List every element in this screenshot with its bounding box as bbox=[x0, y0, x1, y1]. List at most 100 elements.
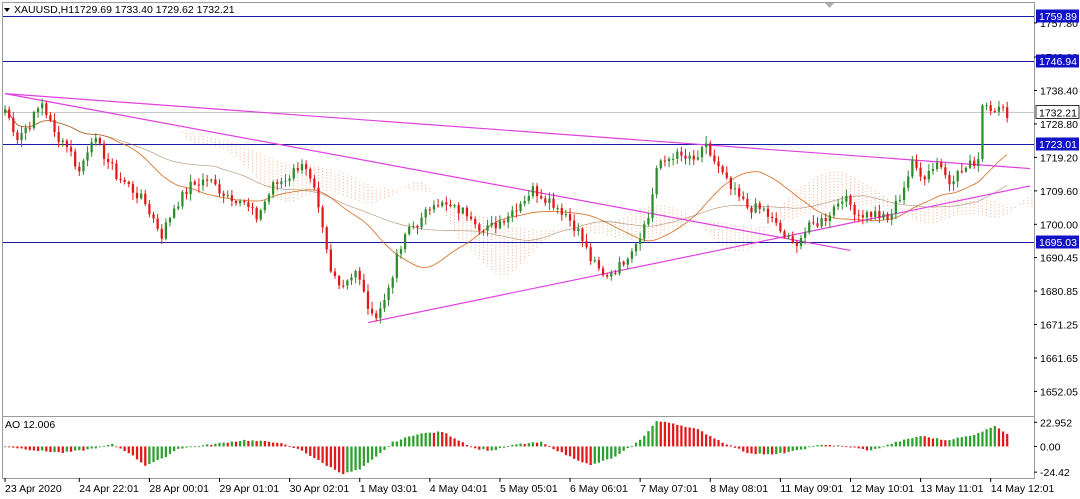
candle-body bbox=[507, 216, 510, 223]
ao-bar bbox=[461, 442, 464, 447]
ao-bar bbox=[313, 446, 316, 459]
ao-bar bbox=[865, 446, 869, 451]
candle-body bbox=[820, 217, 823, 227]
ao-bar bbox=[144, 446, 147, 466]
candle-body bbox=[746, 198, 749, 208]
dropdown-triangle-icon[interactable] bbox=[4, 8, 10, 12]
ao-bar bbox=[424, 432, 427, 447]
ao-bar bbox=[292, 446, 295, 448]
ao-bar bbox=[548, 446, 551, 447]
trendlines[interactable] bbox=[4, 93, 1031, 324]
candle-body bbox=[185, 191, 188, 195]
ao-bar bbox=[845, 446, 848, 448]
symbol-label: XAUUSD,H1 bbox=[14, 4, 74, 16]
ao-bar bbox=[828, 445, 831, 447]
ao-bar bbox=[523, 443, 526, 447]
candle-body bbox=[651, 194, 654, 219]
candle-body bbox=[770, 216, 774, 219]
candle-body bbox=[82, 160, 85, 172]
hline-price-label: 1695.03 bbox=[1039, 237, 1077, 249]
hline-price-box bbox=[1036, 54, 1079, 68]
y-tick-label: 1652.05 bbox=[1040, 386, 1078, 398]
ao-bar bbox=[469, 446, 473, 448]
candle-body bbox=[935, 162, 939, 170]
ao-bar bbox=[478, 446, 481, 450]
candle-body bbox=[337, 275, 341, 286]
ao-bar bbox=[230, 441, 234, 447]
candle-body bbox=[424, 209, 427, 218]
ao-bar bbox=[556, 446, 559, 452]
candle-body bbox=[639, 238, 642, 244]
ao-bar bbox=[420, 433, 423, 447]
ao-bar bbox=[622, 446, 625, 451]
ao-bar bbox=[214, 443, 217, 447]
candle-body bbox=[680, 151, 683, 156]
horizontal-lines[interactable] bbox=[3, 16, 1034, 243]
ao-y-tick-label: -24.42 bbox=[1040, 467, 1070, 479]
candle-body bbox=[486, 225, 489, 231]
ao-bar bbox=[111, 443, 114, 447]
candle-body bbox=[267, 194, 271, 202]
candle-body bbox=[304, 164, 308, 170]
candle-body bbox=[164, 222, 168, 239]
candle-body bbox=[65, 140, 69, 148]
ao-bar bbox=[931, 438, 935, 447]
ao-bar bbox=[597, 446, 601, 463]
ao-bar bbox=[985, 429, 988, 447]
candle-body bbox=[556, 207, 559, 209]
candle-body bbox=[86, 152, 89, 161]
ao-bar bbox=[259, 440, 262, 447]
ao-bar bbox=[898, 441, 902, 447]
ao-y-tick-label: 22.952 bbox=[1040, 417, 1072, 429]
ao-bar bbox=[321, 446, 324, 463]
ao-bar bbox=[263, 440, 267, 447]
candle-body bbox=[577, 228, 580, 231]
ao-bar bbox=[993, 426, 996, 447]
candle-body bbox=[12, 117, 15, 133]
candle-body bbox=[107, 158, 110, 163]
ao-bar bbox=[333, 446, 337, 470]
ao-bar bbox=[498, 446, 502, 448]
ao-bar bbox=[511, 444, 514, 447]
candle-body bbox=[366, 291, 370, 309]
candle-body bbox=[795, 242, 799, 246]
ao-bar bbox=[61, 446, 64, 454]
x-tick-label: 30 Apr 02:01 bbox=[290, 483, 350, 494]
ao-bar bbox=[243, 439, 246, 447]
ao-bar bbox=[94, 446, 97, 449]
candle-body bbox=[296, 168, 300, 171]
candle-body bbox=[696, 157, 700, 160]
candle-body bbox=[948, 175, 951, 185]
ao-bar bbox=[119, 446, 122, 449]
candle-body bbox=[573, 220, 576, 231]
candle-body bbox=[226, 195, 229, 197]
ao-bar bbox=[168, 446, 172, 454]
ao-bar bbox=[49, 446, 52, 453]
candle-body bbox=[168, 217, 172, 223]
ao-bar bbox=[618, 446, 621, 454]
ao-bar bbox=[115, 446, 118, 448]
candle-body bbox=[280, 181, 283, 184]
ao-bar bbox=[325, 446, 328, 466]
ao-bar bbox=[560, 446, 563, 453]
candle-body bbox=[758, 203, 761, 209]
candle-body bbox=[346, 280, 349, 286]
ao-bar bbox=[173, 446, 176, 452]
ao-bar bbox=[919, 436, 922, 447]
ao-bar bbox=[185, 446, 188, 448]
y-tick-label: 1671.25 bbox=[1040, 320, 1078, 332]
ao-y-tick-label: 0.00 bbox=[1040, 441, 1061, 453]
candle-body bbox=[36, 108, 40, 113]
ao-bar bbox=[973, 434, 976, 447]
candle-body bbox=[874, 211, 877, 217]
candle-body bbox=[24, 127, 27, 134]
candle-body bbox=[238, 200, 242, 204]
ao-bar bbox=[564, 446, 568, 456]
candle-body bbox=[436, 205, 440, 207]
candle-body bbox=[152, 214, 155, 219]
candle-body bbox=[721, 166, 724, 173]
ao-bar bbox=[296, 446, 300, 449]
candle-body bbox=[115, 163, 118, 179]
candle-body bbox=[502, 220, 506, 223]
candle-body bbox=[243, 200, 246, 203]
